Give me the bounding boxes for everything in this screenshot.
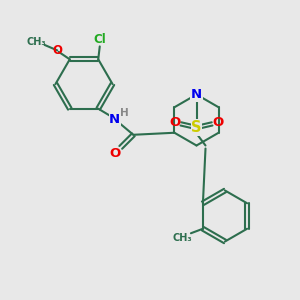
Text: H: H (120, 108, 129, 118)
Text: O: O (212, 116, 224, 129)
Text: N: N (191, 88, 202, 101)
Text: Cl: Cl (93, 33, 106, 46)
Text: CH₃: CH₃ (173, 233, 192, 243)
Text: O: O (169, 116, 181, 129)
Text: S: S (191, 120, 202, 135)
Text: O: O (52, 44, 62, 57)
Text: CH₃: CH₃ (27, 37, 46, 47)
Text: N: N (109, 113, 120, 126)
Text: O: O (110, 148, 121, 160)
